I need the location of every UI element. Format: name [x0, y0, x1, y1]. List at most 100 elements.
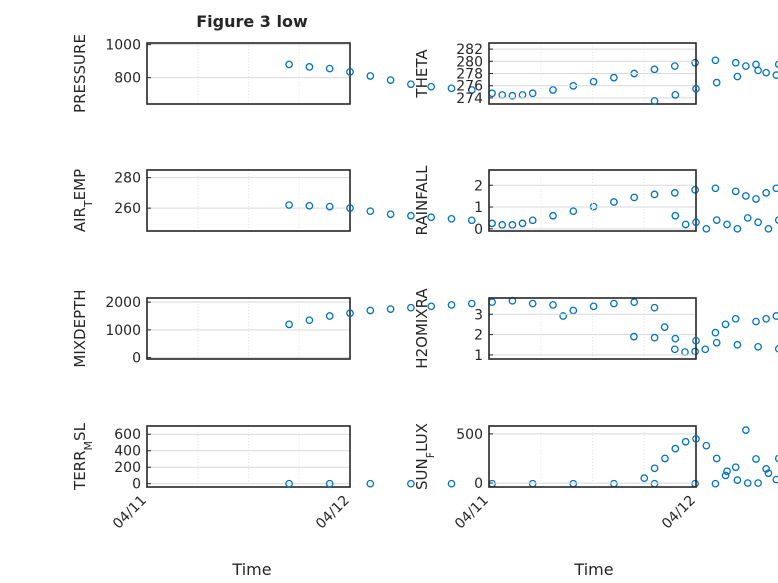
data-point — [407, 211, 415, 220]
y-tick-label: 0 — [132, 477, 141, 493]
data-point — [721, 471, 730, 480]
data-point — [702, 441, 711, 450]
data-point — [528, 299, 537, 308]
y-tick-label: 1 — [474, 200, 483, 216]
data-point — [733, 340, 742, 349]
data-point — [346, 68, 354, 76]
data-point — [366, 306, 375, 315]
data-point — [762, 314, 771, 323]
data-point — [772, 475, 778, 484]
data-point — [743, 479, 752, 487]
data-point — [650, 65, 659, 74]
y-tick-label: 500 — [456, 427, 483, 443]
data-point — [660, 323, 669, 331]
data-point — [305, 201, 314, 210]
data-point — [733, 476, 742, 484]
data-point — [650, 97, 659, 105]
data-point — [650, 303, 659, 312]
y-axis-label: H2OMIXRA — [413, 288, 431, 369]
axes-box — [488, 169, 697, 232]
data-point — [764, 224, 773, 233]
data-point — [467, 86, 476, 94]
data-point — [731, 187, 740, 196]
data-point — [305, 63, 314, 71]
y-axis-label: PRESSURE — [71, 34, 89, 113]
y-axis-label: AIRTEMP — [71, 169, 95, 232]
data-point — [772, 312, 778, 320]
data-point — [407, 303, 415, 312]
data-point — [610, 198, 618, 206]
data-point — [630, 332, 638, 341]
data-point — [752, 195, 760, 203]
data-point — [366, 72, 375, 80]
axes-box — [488, 297, 697, 360]
data-point — [671, 91, 680, 99]
data-point — [671, 334, 680, 343]
data-point — [569, 207, 578, 216]
data-point — [366, 207, 375, 216]
data-point — [285, 201, 293, 209]
y-tick-label: 3 — [474, 307, 483, 323]
data-point — [772, 184, 778, 193]
data-point — [610, 73, 618, 82]
data-point — [691, 185, 699, 194]
data-point — [407, 80, 415, 89]
data-point — [741, 192, 750, 200]
y-tick-label: 600 — [114, 427, 141, 443]
data-point — [427, 82, 436, 91]
y-tick-label: 274 — [456, 91, 483, 107]
y-axis-label: THETA — [413, 49, 431, 99]
data-point — [762, 68, 771, 77]
data-point — [774, 216, 778, 224]
data-point — [741, 426, 750, 434]
data-point — [305, 316, 314, 325]
data-point — [447, 479, 456, 488]
data-point — [285, 60, 293, 69]
data-point — [549, 86, 557, 94]
x-axis-label-left: Time — [231, 560, 271, 579]
data-point — [508, 221, 517, 229]
data-point — [721, 320, 730, 329]
data-point — [346, 204, 354, 212]
data-point — [723, 467, 731, 476]
y-tick-label: 1 — [474, 348, 483, 364]
y-tick-label: 0 — [474, 222, 483, 238]
y-axis-label: SUNFLUX — [413, 423, 437, 490]
data-point — [285, 479, 293, 488]
data-point — [285, 320, 293, 329]
axes-box — [146, 169, 351, 232]
data-point — [701, 345, 710, 354]
panel-second-right: 0 1 2 RAINFALL — [413, 165, 778, 238]
data-point — [559, 312, 568, 320]
y-tick-label: 260 — [114, 201, 141, 217]
data-point — [712, 78, 721, 87]
data-point — [731, 58, 740, 67]
data-point — [386, 210, 395, 219]
data-point — [681, 220, 690, 229]
data-point — [447, 84, 456, 93]
data-point — [733, 72, 742, 81]
data-point — [325, 312, 334, 320]
y-axis-label: MIXDEPTH — [71, 289, 89, 367]
data-point — [711, 56, 720, 65]
data-point — [711, 184, 720, 193]
data-point — [447, 301, 456, 309]
data-point — [650, 333, 659, 342]
data-point — [711, 328, 720, 337]
data-point — [702, 224, 711, 233]
y-tick-label: 280 — [114, 171, 141, 187]
data-point — [692, 336, 700, 345]
y-tick-label: 800 — [114, 71, 141, 87]
data-point — [630, 193, 639, 202]
y-axis-label: TERRMSL — [71, 422, 95, 491]
data-point — [528, 216, 537, 225]
panel-third-left: 0 1000 2000 MIXDEPTH — [71, 289, 778, 368]
data-point — [569, 306, 578, 315]
data-point — [325, 64, 334, 73]
data-point — [386, 305, 395, 313]
panel-third-right: 1 2 3 H2OMIXRA — [413, 288, 778, 369]
data-point — [731, 463, 740, 472]
data-point — [518, 219, 527, 228]
